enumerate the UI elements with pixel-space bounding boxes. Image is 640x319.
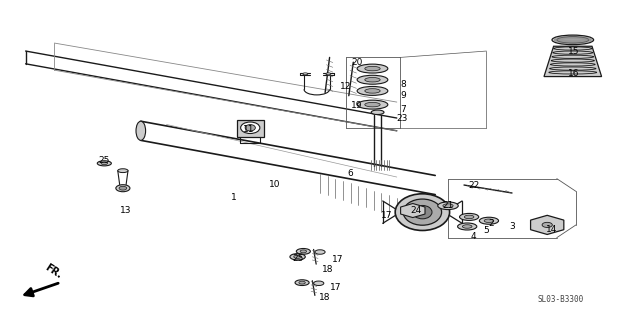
Text: 25: 25 xyxy=(292,254,303,263)
Text: FR.: FR. xyxy=(44,263,64,281)
Ellipse shape xyxy=(542,222,552,227)
Text: 13: 13 xyxy=(120,206,131,215)
Ellipse shape xyxy=(326,73,331,75)
Text: 22: 22 xyxy=(468,181,479,189)
Text: 17: 17 xyxy=(381,211,393,220)
Text: 18: 18 xyxy=(322,265,333,274)
Ellipse shape xyxy=(357,64,388,73)
Ellipse shape xyxy=(479,217,499,224)
Ellipse shape xyxy=(294,255,301,258)
Text: 25: 25 xyxy=(99,156,110,165)
Text: 24: 24 xyxy=(410,206,422,215)
Text: 12: 12 xyxy=(340,82,351,91)
Text: 16: 16 xyxy=(568,69,580,78)
Ellipse shape xyxy=(357,100,388,109)
Ellipse shape xyxy=(413,205,432,219)
Polygon shape xyxy=(401,204,425,218)
Ellipse shape xyxy=(557,37,589,43)
Ellipse shape xyxy=(97,161,111,166)
Ellipse shape xyxy=(300,250,307,253)
Ellipse shape xyxy=(136,121,146,140)
Ellipse shape xyxy=(365,66,380,71)
Ellipse shape xyxy=(101,162,108,165)
Text: 5: 5 xyxy=(484,226,489,235)
Ellipse shape xyxy=(365,78,380,82)
Ellipse shape xyxy=(245,125,255,131)
Ellipse shape xyxy=(458,223,477,230)
Text: 14: 14 xyxy=(546,225,557,234)
Text: 19: 19 xyxy=(351,101,363,110)
Ellipse shape xyxy=(295,280,309,286)
Text: 23: 23 xyxy=(396,114,408,123)
Text: 9: 9 xyxy=(401,91,406,100)
Text: SL03-B3300: SL03-B3300 xyxy=(538,295,584,304)
Text: 17: 17 xyxy=(330,283,342,292)
Text: 1: 1 xyxy=(231,193,236,202)
Ellipse shape xyxy=(484,219,494,223)
Ellipse shape xyxy=(314,281,324,286)
Ellipse shape xyxy=(365,89,380,93)
Ellipse shape xyxy=(464,215,474,219)
Ellipse shape xyxy=(116,185,130,192)
Ellipse shape xyxy=(438,202,458,210)
Ellipse shape xyxy=(403,199,442,225)
Text: 10: 10 xyxy=(269,180,281,189)
Text: 18: 18 xyxy=(319,293,331,302)
Polygon shape xyxy=(544,46,602,77)
Ellipse shape xyxy=(552,35,593,45)
Text: 8: 8 xyxy=(401,80,406,89)
Text: 2: 2 xyxy=(489,219,494,228)
Ellipse shape xyxy=(365,102,380,107)
Text: 17: 17 xyxy=(332,256,344,264)
Ellipse shape xyxy=(357,86,388,95)
Ellipse shape xyxy=(315,250,325,254)
Text: 20: 20 xyxy=(351,58,363,67)
Text: 11: 11 xyxy=(243,125,254,134)
Ellipse shape xyxy=(443,204,453,208)
Ellipse shape xyxy=(396,194,450,230)
Ellipse shape xyxy=(462,225,472,228)
Ellipse shape xyxy=(290,254,305,260)
Ellipse shape xyxy=(460,213,479,220)
Ellipse shape xyxy=(303,73,308,75)
Text: 4: 4 xyxy=(471,232,476,241)
Ellipse shape xyxy=(241,122,260,134)
Ellipse shape xyxy=(371,110,384,115)
Text: 6: 6 xyxy=(348,169,353,178)
Bar xyxy=(237,120,264,137)
Ellipse shape xyxy=(118,169,128,173)
Text: 7: 7 xyxy=(401,105,406,114)
Polygon shape xyxy=(531,215,564,234)
Ellipse shape xyxy=(299,281,305,284)
Ellipse shape xyxy=(119,186,127,190)
Text: 3: 3 xyxy=(509,222,515,231)
Ellipse shape xyxy=(296,249,310,254)
Ellipse shape xyxy=(357,75,388,84)
Text: 15: 15 xyxy=(568,47,580,56)
Text: 21: 21 xyxy=(442,201,454,210)
